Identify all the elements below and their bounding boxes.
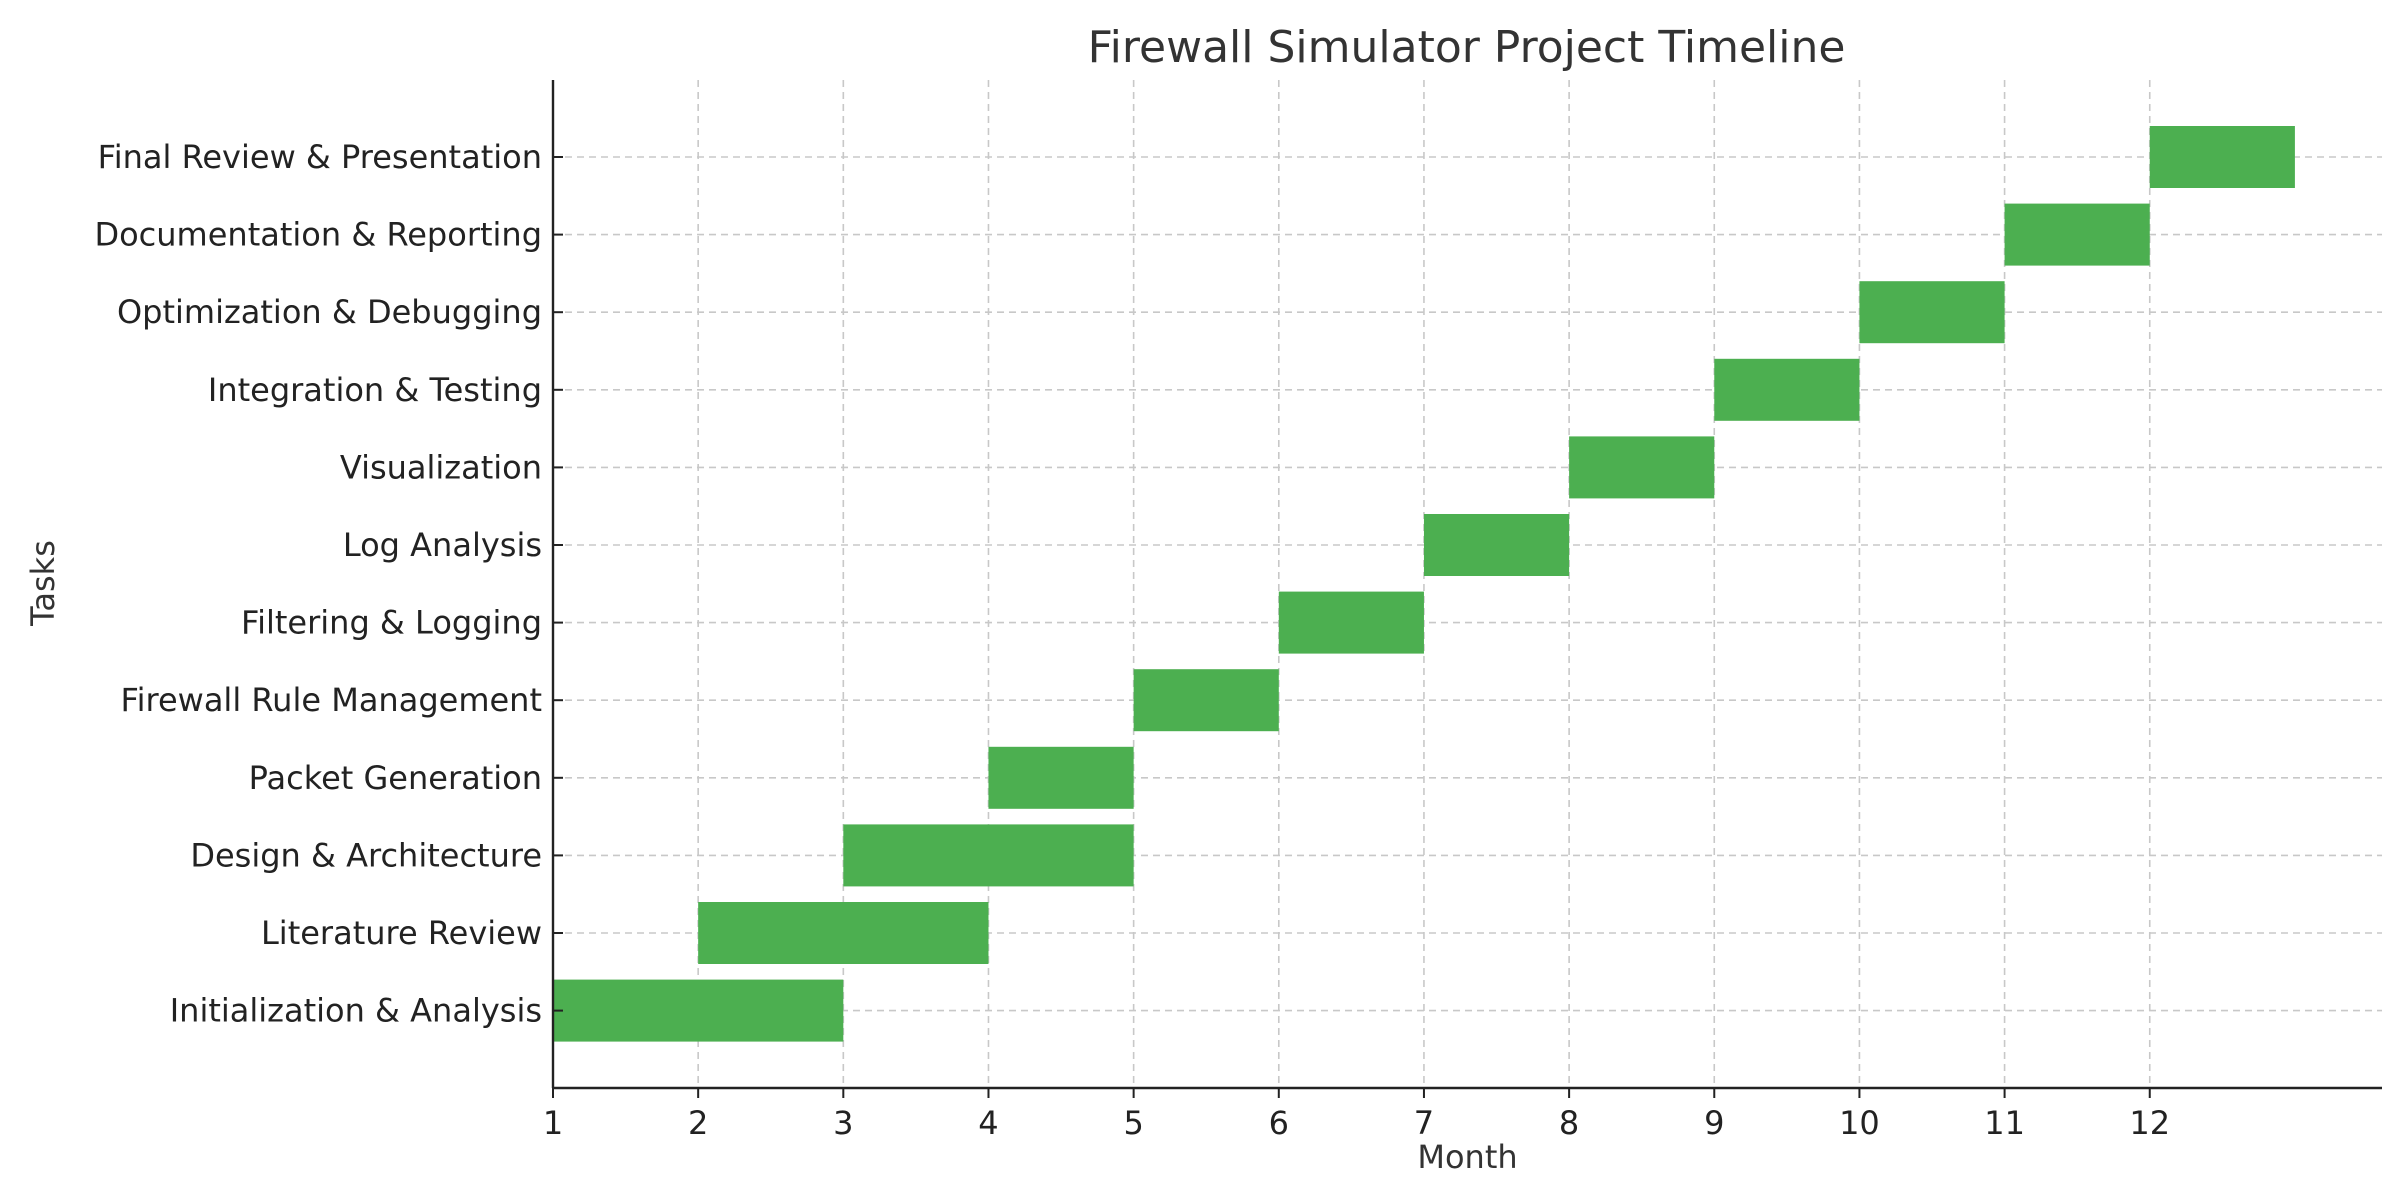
task-bar bbox=[1569, 436, 1715, 499]
x-tick-label: 4 bbox=[978, 1104, 998, 1142]
x-tick-label: 11 bbox=[1984, 1104, 2025, 1142]
y-tick-label: Log Analysis bbox=[343, 526, 542, 564]
x-tick-label: 6 bbox=[1269, 1104, 1289, 1142]
y-tick-label: Packet Generation bbox=[249, 759, 542, 797]
task-bar bbox=[698, 902, 989, 964]
x-tick-label: 8 bbox=[1559, 1104, 1579, 1142]
x-tick-label: 3 bbox=[833, 1104, 853, 1142]
task-bar bbox=[988, 746, 1134, 809]
y-tick-label: Filtering & Logging bbox=[241, 604, 542, 642]
task-bar bbox=[1423, 514, 1570, 576]
axes bbox=[551, 80, 2382, 1090]
y-tick-label: Firewall Rule Management bbox=[121, 681, 542, 719]
y-tick-label: Integration & Testing bbox=[208, 371, 542, 409]
y-tick-label: Optimization & Debugging bbox=[117, 293, 542, 331]
y-axis-label: Tasks bbox=[24, 540, 62, 627]
x-axis-label: Month bbox=[1417, 1138, 1517, 1176]
x-tick-label: 1 bbox=[543, 1104, 563, 1142]
x-tick-label: 5 bbox=[1123, 1104, 1143, 1142]
y-tick-label: Documentation & Reporting bbox=[94, 216, 542, 254]
x-tick-label: 2 bbox=[688, 1104, 708, 1142]
task-bar bbox=[843, 824, 1134, 887]
task-bar bbox=[1278, 591, 1424, 654]
task-bar bbox=[2004, 203, 2150, 266]
x-tick-label: 7 bbox=[1414, 1104, 1434, 1142]
chart-title: Firewall Simulator Project Timeline bbox=[1088, 22, 1846, 73]
task-bar bbox=[1133, 669, 1279, 732]
bars bbox=[553, 126, 2295, 1042]
y-tick-label: Initialization & Analysis bbox=[170, 992, 542, 1030]
x-tick-label: 10 bbox=[1839, 1104, 1880, 1142]
y-tick-label: Visualization bbox=[340, 448, 542, 486]
task-bar bbox=[553, 979, 844, 1042]
y-tick-label: Literature Review bbox=[261, 914, 542, 952]
x-tick-label: 9 bbox=[1704, 1104, 1724, 1142]
y-tick-label: Design & Architecture bbox=[190, 836, 542, 874]
y-tick-label: Final Review & Presentation bbox=[98, 138, 542, 176]
task-bar bbox=[1859, 281, 2005, 344]
task-bar bbox=[2149, 126, 2295, 188]
x-tick-label: 12 bbox=[2129, 1104, 2170, 1142]
task-bar bbox=[1714, 358, 1860, 421]
